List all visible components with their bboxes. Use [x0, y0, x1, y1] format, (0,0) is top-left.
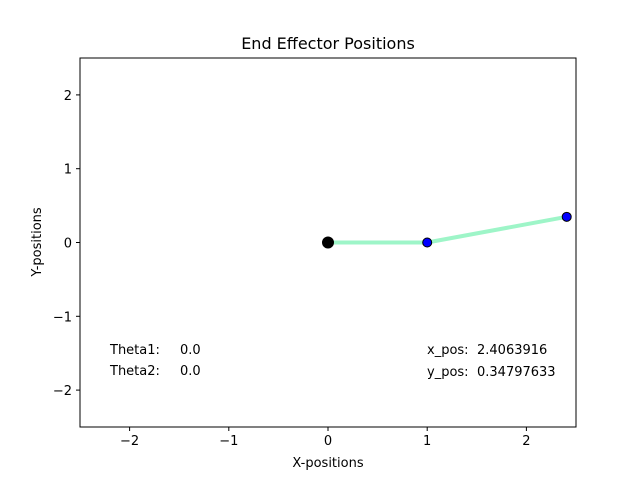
- x-tick-label: 0: [324, 434, 332, 449]
- ypos-label: y_pos:: [427, 365, 469, 380]
- x-axis: −2 −1 0 1 2: [120, 427, 531, 449]
- x-axis-label: X-positions: [292, 456, 363, 471]
- joint-point: [422, 237, 433, 248]
- y-axis: 2 1 0 −1 −2: [53, 89, 80, 399]
- x-tick-label: −1: [219, 434, 238, 449]
- joint-point: [561, 211, 572, 222]
- y-tick-label: 1: [64, 163, 72, 178]
- y-tick-label: −1: [53, 310, 72, 325]
- chart-title: End Effector Positions: [241, 34, 415, 53]
- y-tick-label: 0: [64, 237, 72, 252]
- y-tick-label: −2: [53, 384, 72, 399]
- ypos-value: 0.34797633: [477, 365, 556, 380]
- xpos-label: x_pos:: [427, 343, 469, 358]
- plot-area: [322, 211, 572, 249]
- theta2-label: Theta2:: [109, 364, 160, 379]
- x-tick-label: 1: [423, 434, 431, 449]
- y-tick-label: 2: [64, 89, 72, 104]
- arm-link-line: [326, 214, 569, 245]
- base-point: [322, 236, 334, 249]
- xpos-value: 2.4063916: [477, 343, 547, 358]
- theta2-value: 0.0: [180, 364, 201, 379]
- theta1-value: 0.0: [180, 343, 201, 358]
- x-tick-label: 2: [522, 434, 530, 449]
- y-axis-label: Y-positions: [30, 207, 45, 278]
- theta1-label: Theta1:: [109, 343, 160, 358]
- x-tick-label: −2: [120, 434, 139, 449]
